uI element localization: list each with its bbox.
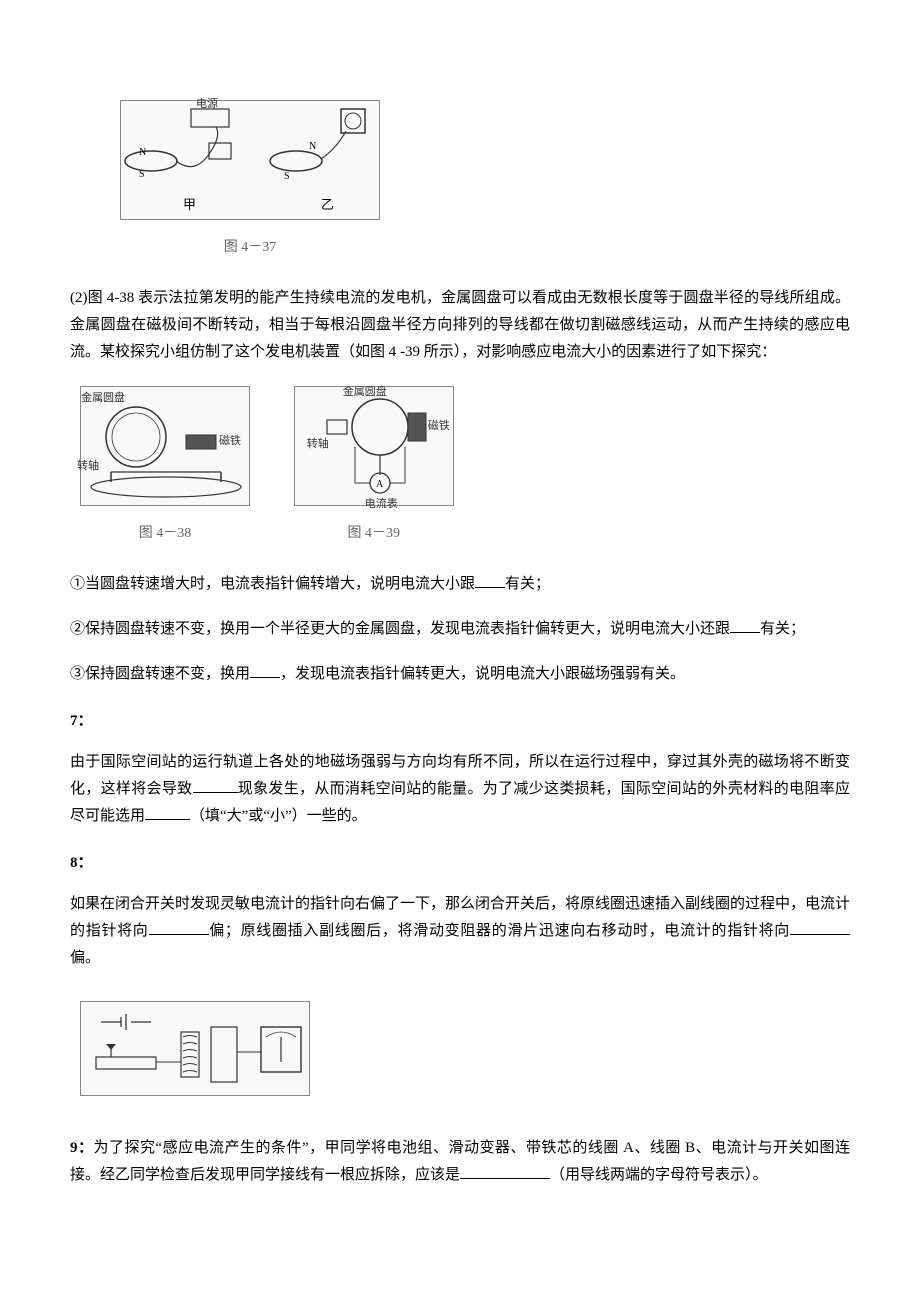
svg-text:A: A (376, 479, 384, 490)
q8-number: 8： (70, 850, 850, 877)
item1-text-b: 有关； (505, 576, 550, 592)
q8-diagram (80, 1001, 310, 1096)
label-jia: 甲 (183, 197, 196, 212)
label-38-axis: 转轴 (77, 457, 99, 477)
item1-blank (475, 573, 505, 588)
diagram-37-image: N S N S 甲 乙 电源 (120, 100, 380, 220)
q8-text-c: 偏。 (70, 950, 100, 966)
figure-4-37: N S N S 甲 乙 电源 图 4－37 (120, 100, 380, 260)
label-yi: 乙 (321, 197, 334, 212)
q-part2-item3: ③保持圆盘转速不变，换用 ，发现电流表指针偏转更大，说明电流大小跟磁场强弱有关。 (70, 661, 850, 688)
label-38-magnet: 磁铁 (219, 432, 241, 452)
q7-paragraph: 由于国际空间站的运行轨道上各处的地磁场强弱与方向均有所不同，所以在运行过程中，穿… (70, 749, 850, 830)
label-n1: N (139, 147, 146, 158)
figure-4-38-39-group: 金属圆盘 磁铁 转轴 图 4－38 A 金属圆盘 磁铁 转轴 电流表 (80, 386, 850, 546)
q-part2-paragraph: (2)图 4-38 表示法拉第发明的能产生持续电流的发电机，金属圆盘可以看成由无… (70, 285, 850, 366)
q9-paragraph: 9：为了探究“感应电流产生的条件”，甲同学将电池组、滑动变器、带铁芯的线圈 A、… (70, 1135, 850, 1189)
item3-text-a: 保持圆盘转速不变，换用 (85, 666, 250, 682)
item2-num: ② (70, 621, 85, 637)
q7-blank1 (193, 778, 238, 793)
label-39-axis: 转轴 (307, 435, 329, 455)
label-39-ammeter: 电流表 (365, 495, 398, 515)
item2-text-b: 有关； (760, 621, 805, 637)
figure-4-39: A 金属圆盘 磁铁 转轴 电流表 图 4－39 (294, 386, 454, 546)
item3-blank (250, 663, 280, 678)
item1-text-a: 当圆盘转速增大时，电流表指针偏转增大，说明电流大小跟 (85, 576, 475, 592)
q9-blank (460, 1164, 550, 1179)
figure-4-38: 金属圆盘 磁铁 转轴 图 4－38 (80, 386, 250, 546)
q7-number: 7： (70, 708, 850, 735)
q8-paragraph: 如果在闭合开关时发现灵敏电流计的指针向右偏了一下，那么闭合开关后，将原线圈迅速插… (70, 891, 850, 972)
q8-text-b: 偏；原线圈插入副线圈后，将滑动变阻器的滑片迅速向右移动时，电流计的指针将向 (209, 923, 791, 939)
item3-num: ③ (70, 666, 85, 682)
q7-text-c: （填“大”或“小”）一些的。 (190, 808, 367, 824)
q8-blank2 (790, 920, 850, 935)
q-part2-item1: ①当圆盘转速增大时，电流表指针偏转增大，说明电流大小跟 有关； (70, 571, 850, 598)
q-part2-prefix: (2) (70, 290, 88, 306)
q8-blank1 (149, 920, 209, 935)
figure-4-37-group: N S N S 甲 乙 电源 图 4－37 (120, 100, 850, 260)
label-38-disc: 金属圆盘 (81, 389, 125, 409)
q9-number: 9： (70, 1140, 93, 1156)
q-part2-text: 图 4-38 表示法拉第发明的能产生持续电流的发电机，金属圆盘可以看成由无数根长… (70, 290, 850, 360)
q7-blank2 (145, 805, 190, 820)
figure-4-37-caption: 图 4－37 (120, 235, 380, 260)
item1-num: ① (70, 576, 85, 592)
diagram-38-image: 金属圆盘 磁铁 转轴 (80, 386, 250, 506)
label-s1: S (139, 169, 145, 180)
figure-4-39-caption: 图 4－39 (294, 521, 454, 546)
diagram-39-image: A 金属圆盘 磁铁 转轴 电流表 (294, 386, 454, 506)
label-39-magnet: 磁铁 (428, 417, 450, 437)
label-39-disc: 金属圆盘 (343, 383, 387, 403)
label-dianyuan: 电源 (196, 95, 218, 115)
label-n2: N (309, 141, 316, 152)
figure-4-38-caption: 图 4－38 (80, 521, 250, 546)
q-part2-item2: ②保持圆盘转速不变，换用一个半径更大的金属圆盘，发现电流表指针偏转更大，说明电流… (70, 616, 850, 643)
q9-text-b: （用导线两端的字母符号表示）。 (550, 1167, 768, 1183)
item2-text-a: 保持圆盘转速不变，换用一个半径更大的金属圆盘，发现电流表指针偏转更大，说明电流大… (85, 621, 730, 637)
label-s2: S (284, 171, 290, 182)
item3-text-b: ，发现电流表指针偏转更大，说明电流大小跟磁场强弱有关。 (280, 666, 685, 682)
item2-blank (730, 618, 760, 633)
